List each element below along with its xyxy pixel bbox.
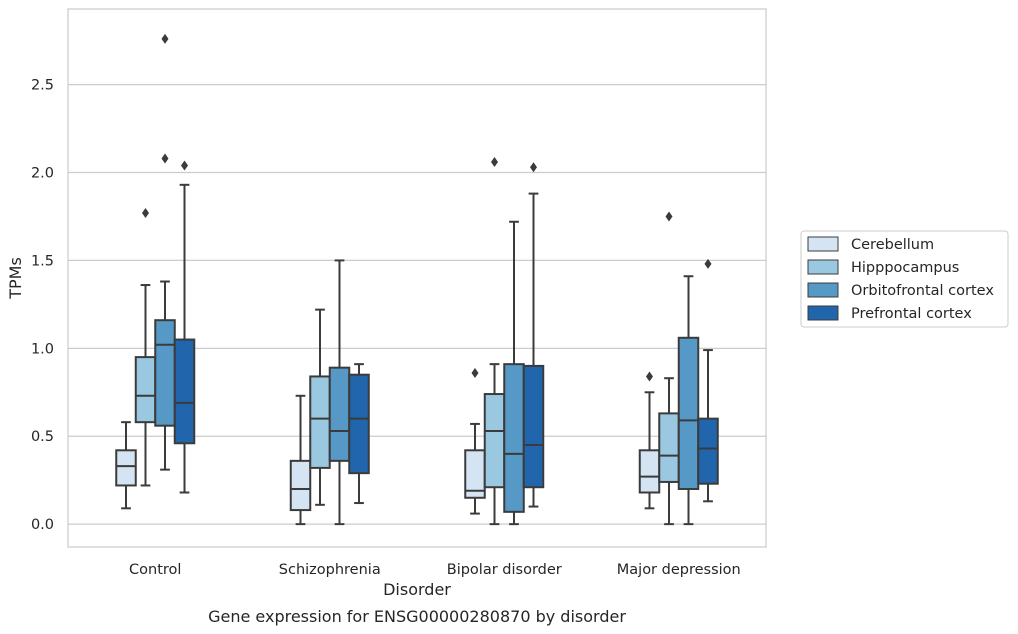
box — [677, 336, 700, 490]
box — [134, 356, 157, 424]
box — [522, 364, 545, 489]
box — [115, 449, 137, 487]
y-axis-ticks: 0.0 0.5 1.0 1.5 2.0 2.5 — [31, 78, 54, 534]
box — [697, 417, 719, 485]
x-axis-ticks: Control Schizophrenia Bipolar disorder Majo… — [129, 562, 741, 578]
outlier-marker — [530, 162, 537, 173]
plot-frame — [67, 8, 767, 548]
y-axis-label: TPMs — [6, 257, 25, 300]
outlier-marker — [181, 160, 188, 171]
legend-swatch — [807, 259, 839, 275]
x-tick-label: Schizophrenia — [279, 562, 381, 578]
x-tick-label: Control — [129, 562, 181, 578]
box-groups — [115, 33, 719, 526]
legend-swatch — [807, 282, 839, 298]
y-tick-label: 0.0 — [31, 517, 54, 533]
chart-title: Gene expression for ENSG00000280870 by d… — [208, 607, 626, 626]
box — [309, 375, 331, 469]
y-tick-label: 1.0 — [31, 341, 54, 357]
x-tick-label: Major depression — [617, 562, 741, 578]
outlier-marker — [704, 258, 712, 269]
box — [328, 366, 351, 462]
outlier-marker — [161, 33, 169, 44]
y-tick-label: 1.5 — [31, 253, 54, 269]
y-tick-label: 2.5 — [31, 78, 54, 94]
outlier-marker — [471, 367, 479, 378]
y-tick-label: 2.0 — [31, 166, 54, 182]
legend-swatch — [807, 236, 839, 252]
box — [503, 363, 525, 513]
box — [348, 373, 370, 475]
outlier-marker — [665, 211, 673, 222]
legend-frame — [800, 230, 1009, 328]
x-axis-label: Disorder — [383, 580, 451, 599]
legend-label: Orbitofrontal cortex — [851, 283, 994, 299]
outlier-marker — [646, 371, 653, 382]
legend-swatch — [807, 305, 839, 321]
outlier-marker — [491, 156, 498, 167]
outlier-marker — [161, 153, 169, 164]
legend: Cerebellum Hipppocampus Orbitofrontal cort… — [800, 230, 1009, 328]
box — [638, 449, 661, 494]
box — [154, 319, 176, 427]
x-tick-label: Bipolar disorder — [447, 562, 562, 578]
legend-label: Prefrontal cortex — [851, 306, 972, 322]
legend-label: Cerebellum — [851, 237, 934, 253]
legend-label: Hipppocampus — [851, 260, 959, 276]
box — [289, 459, 312, 512]
outlier-marker — [142, 207, 149, 218]
box — [173, 338, 196, 445]
box — [658, 412, 680, 483]
y-tick-label: 0.5 — [31, 429, 54, 445]
box — [483, 393, 506, 489]
